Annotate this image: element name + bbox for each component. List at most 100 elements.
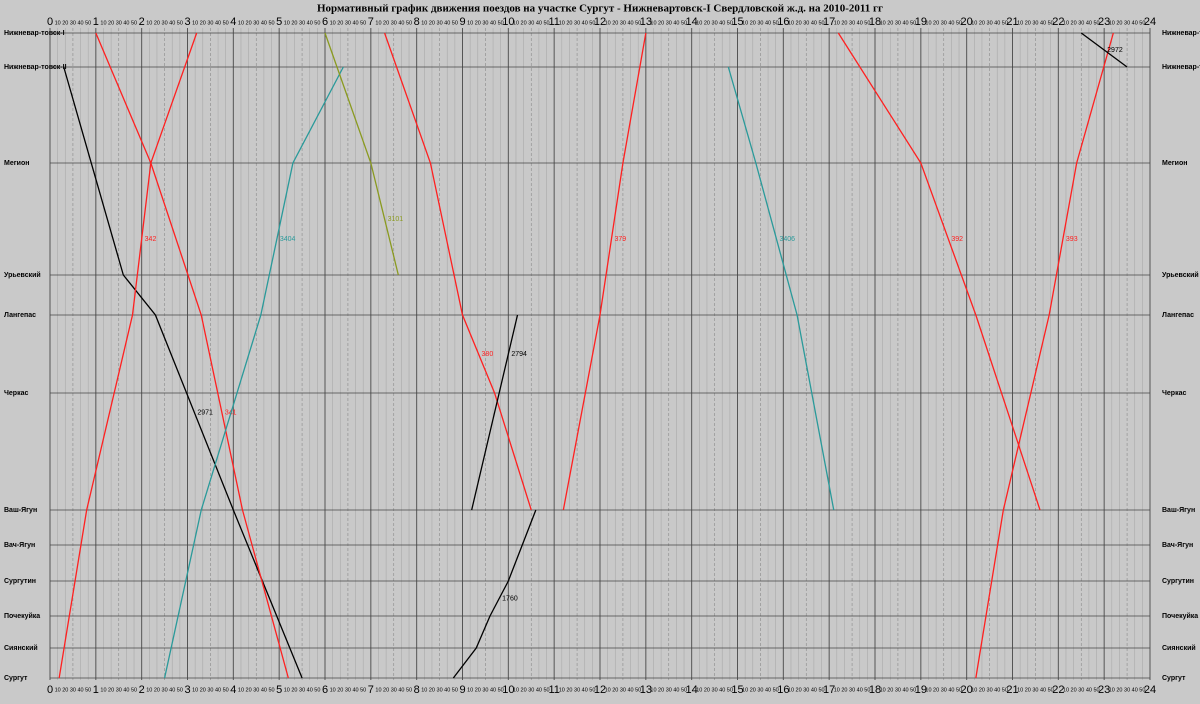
minute-label-top: 50 — [818, 20, 824, 26]
station-label-right: Нижневар-товск-II — [1162, 64, 1200, 71]
minute-label-top: 40 — [811, 20, 817, 26]
train-number: 2971 — [197, 409, 213, 416]
hour-label-top: 4 — [230, 16, 236, 28]
minute-label-bottom: 50 — [223, 687, 229, 693]
minute-label-top: 30 — [437, 20, 443, 26]
minute-label-top: 50 — [406, 20, 412, 26]
minute-label-top: 50 — [589, 20, 595, 26]
minute-label-top: 30 — [1078, 20, 1084, 26]
minute-label-top: 40 — [948, 20, 954, 26]
minute-label-top: 30 — [1124, 20, 1130, 26]
minute-label-top: 30 — [757, 20, 763, 26]
minute-label-bottom: 40 — [902, 687, 908, 693]
minute-label-bottom: 10 — [788, 687, 794, 693]
minute-label-bottom: 20 — [521, 687, 527, 693]
minute-label-bottom: 50 — [177, 687, 183, 693]
station-label-right: Мегион — [1162, 160, 1187, 167]
minute-label-top: 50 — [1048, 20, 1054, 26]
minute-label-top: 10 — [788, 20, 794, 26]
hour-label-top: 7 — [368, 16, 374, 28]
station-label-right: Лангепас — [1162, 312, 1194, 319]
minute-label-bottom: 30 — [1124, 687, 1130, 693]
minute-label-bottom: 10 — [925, 687, 931, 693]
minute-label-bottom: 40 — [627, 687, 633, 693]
minute-label-bottom: 20 — [796, 687, 802, 693]
minute-label-bottom: 20 — [979, 687, 985, 693]
station-label-left: Урьевский — [4, 271, 41, 279]
minute-label-top: 30 — [391, 20, 397, 26]
hour-label-top: 0 — [47, 16, 53, 28]
minute-label-bottom: 50 — [131, 687, 137, 693]
minute-label-top: 40 — [261, 20, 267, 26]
minute-label-bottom: 40 — [490, 687, 496, 693]
minute-label-bottom: 10 — [55, 687, 61, 693]
minute-label-top: 50 — [956, 20, 962, 26]
minute-label-top: 30 — [1032, 20, 1038, 26]
minute-label-bottom: 40 — [1086, 687, 1092, 693]
hour-label-top: 22 — [1052, 16, 1064, 28]
minute-label-top: 10 — [696, 20, 702, 26]
hour-label-top: 9 — [459, 16, 465, 28]
minute-label-bottom: 10 — [880, 687, 886, 693]
minute-label-bottom: 50 — [452, 687, 458, 693]
station-label-left: Ваш-Ягун — [4, 507, 37, 514]
minute-label-top: 10 — [742, 20, 748, 26]
minute-label-top: 20 — [291, 20, 297, 26]
station-label-left: Нижневар-товск-II — [4, 64, 67, 71]
minute-label-top: 30 — [482, 20, 488, 26]
station-label-right: Вач-Ягун — [1162, 542, 1193, 549]
minute-label-top: 50 — [131, 20, 137, 26]
minute-label-top: 20 — [841, 20, 847, 26]
minute-label-bottom: 30 — [757, 687, 763, 693]
minute-label-top: 40 — [444, 20, 450, 26]
train-number: 342 — [145, 236, 157, 243]
minute-label-top: 50 — [1002, 20, 1008, 26]
minute-label-bottom: 20 — [475, 687, 481, 693]
hour-label-bottom: 14 — [686, 684, 698, 696]
hour-label-bottom: 5 — [276, 684, 282, 696]
station-label-right: Черкас — [1162, 390, 1186, 397]
minute-label-bottom: 10 — [650, 687, 656, 693]
minute-label-top: 10 — [559, 20, 565, 26]
hour-label-top: 16 — [777, 16, 789, 28]
hour-label-bottom: 18 — [869, 684, 881, 696]
train-path — [975, 32, 1114, 679]
minute-label-bottom: 30 — [712, 687, 718, 693]
minute-label-bottom: 30 — [253, 687, 259, 693]
minute-label-bottom: 40 — [169, 687, 175, 693]
minute-label-bottom: 50 — [268, 687, 274, 693]
minute-label-bottom: 40 — [765, 687, 771, 693]
hour-label-bottom: 7 — [368, 684, 374, 696]
minute-label-top: 30 — [895, 20, 901, 26]
minute-label-bottom: 50 — [864, 687, 870, 693]
minute-label-top: 40 — [1132, 20, 1138, 26]
train-path — [562, 32, 647, 511]
minute-label-top: 20 — [658, 20, 664, 26]
minute-label-bottom: 10 — [192, 687, 198, 693]
minute-label-bottom: 20 — [108, 687, 114, 693]
minute-label-bottom: 20 — [612, 687, 618, 693]
minute-label-bottom: 40 — [307, 687, 313, 693]
minute-label-top: 20 — [475, 20, 481, 26]
minute-label-bottom: 50 — [1093, 687, 1099, 693]
minute-label-top: 40 — [994, 20, 1000, 26]
minute-label-top: 40 — [77, 20, 83, 26]
minute-label-top: 10 — [421, 20, 427, 26]
minute-label-bottom: 10 — [100, 687, 106, 693]
hour-label-bottom: 6 — [322, 684, 328, 696]
station-label-left: Сургутин — [4, 578, 36, 585]
minute-label-top: 30 — [849, 20, 855, 26]
minute-label-top: 20 — [887, 20, 893, 26]
minute-label-top: 10 — [834, 20, 840, 26]
minute-label-top: 40 — [902, 20, 908, 26]
minute-label-top: 50 — [635, 20, 641, 26]
minute-label-top: 30 — [345, 20, 351, 26]
hour-label-bottom: 22 — [1052, 684, 1064, 696]
train-number: 2794 — [511, 351, 527, 358]
minute-label-bottom: 40 — [398, 687, 404, 693]
station-label-left: Сургут — [4, 675, 28, 682]
minute-label-bottom: 30 — [116, 687, 122, 693]
minute-label-bottom: 50 — [85, 687, 91, 693]
train-number: 380 — [482, 351, 494, 358]
minute-label-bottom: 20 — [704, 687, 710, 693]
